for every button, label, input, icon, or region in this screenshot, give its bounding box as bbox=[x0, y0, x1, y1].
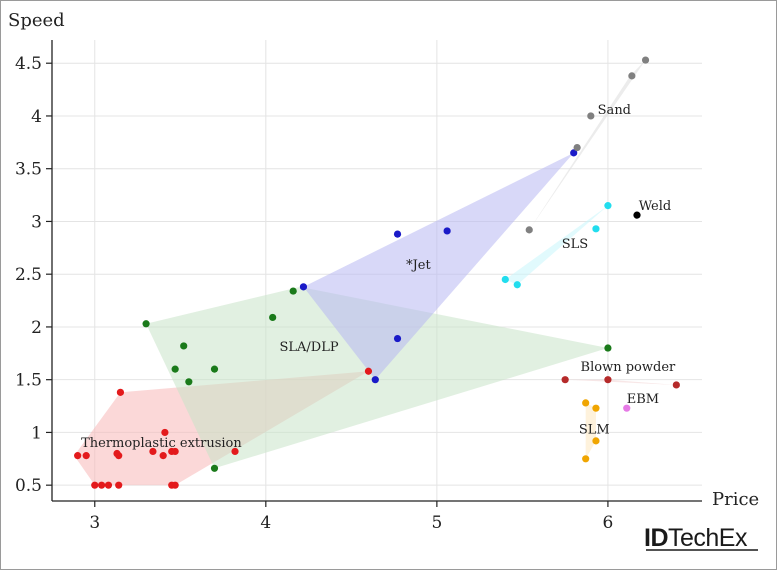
jet-point bbox=[393, 230, 402, 238]
sls-region bbox=[505, 205, 608, 285]
blown-powder-region bbox=[565, 379, 677, 385]
slm-label: SLM bbox=[579, 422, 610, 437]
jet-point bbox=[443, 227, 451, 235]
region-labels: Thermoplastic extrusion SLA/DLP *Jet Sand SL… bbox=[81, 103, 676, 451]
sand-point bbox=[628, 72, 636, 80]
blown-powder-point bbox=[561, 376, 569, 384]
logo-suffix: TechEx bbox=[668, 524, 748, 552]
y-tick-label: 3.5 bbox=[15, 160, 42, 180]
sls-point bbox=[592, 225, 600, 233]
y-tick-label: 2.5 bbox=[15, 265, 42, 285]
x-axis-label: Price bbox=[712, 489, 759, 510]
sand-label: Sand bbox=[598, 103, 631, 118]
sla-dlp-point bbox=[185, 378, 193, 386]
thermoplastic-extrusion-point bbox=[149, 447, 157, 456]
data-points bbox=[74, 56, 680, 489]
y-tick-label: 4.5 bbox=[15, 54, 42, 74]
slm-point bbox=[592, 404, 600, 412]
slm-point bbox=[582, 455, 590, 463]
sla-dlp-point bbox=[180, 342, 188, 350]
thermoplastic-extrusion-point bbox=[171, 481, 179, 489]
thermoplastic-extrusion-point bbox=[364, 367, 373, 375]
slm-region bbox=[585, 402, 596, 459]
jet-point bbox=[570, 149, 578, 157]
thermoplastic-extrusion-point bbox=[98, 481, 106, 489]
thermoplastic-extrusion-point bbox=[159, 452, 167, 460]
blown-powder-label: Blown powder bbox=[581, 360, 676, 375]
idtechex-logo: IDTechEx bbox=[644, 524, 758, 552]
sla-dlp-point bbox=[289, 287, 297, 295]
jet-label: *Jet bbox=[406, 258, 431, 273]
tick-marks: 3 4 5 6 0.5 1 1.5 2 2.5 3 3.5 4 4.5 bbox=[15, 54, 613, 533]
y-tick-label: 0.5 bbox=[15, 476, 42, 496]
slm-point bbox=[592, 437, 600, 445]
sls-point bbox=[604, 202, 612, 210]
thermoplastic-extrusion-point bbox=[231, 447, 239, 456]
x-tick-label: 3 bbox=[89, 513, 100, 533]
axes bbox=[51, 40, 702, 502]
sand-point bbox=[525, 226, 533, 234]
y-tick-label: 4 bbox=[31, 107, 42, 127]
sand-region bbox=[529, 60, 646, 230]
y-tick-label: 1 bbox=[31, 423, 42, 443]
jet-point bbox=[393, 334, 402, 343]
jet-point bbox=[299, 283, 308, 291]
jet-point bbox=[371, 376, 379, 384]
thermoplastic-extrusion-label: Thermoplastic extrusion bbox=[81, 436, 242, 451]
y-tick-label: 1.5 bbox=[15, 371, 42, 391]
sla-dlp-label: SLA/DLP bbox=[280, 340, 339, 355]
ebm-point bbox=[623, 404, 631, 412]
x-tick-label: 5 bbox=[431, 513, 442, 533]
sla-dlp-point bbox=[142, 320, 150, 328]
sand-point bbox=[587, 112, 595, 120]
logo-prefix: ID bbox=[644, 524, 668, 552]
sls-point bbox=[501, 275, 509, 284]
thermoplastic-extrusion-point bbox=[115, 452, 123, 460]
blown-powder-point bbox=[604, 376, 612, 384]
slm-point bbox=[582, 399, 590, 407]
y-tick-label: 2 bbox=[31, 318, 42, 338]
blown-powder-point bbox=[672, 381, 680, 389]
sla-dlp-point bbox=[269, 313, 277, 322]
sla-dlp-point bbox=[210, 464, 219, 472]
thermoplastic-extrusion-point bbox=[171, 447, 179, 456]
y-axis-label: Speed bbox=[8, 10, 65, 31]
sls-label: SLS bbox=[562, 237, 588, 252]
y-tick-label: 3 bbox=[31, 212, 42, 232]
thermoplastic-extrusion-point bbox=[82, 452, 90, 460]
thermoplastic-extrusion-point bbox=[161, 428, 169, 437]
jet-region bbox=[303, 152, 574, 380]
thermoplastic-extrusion-point bbox=[116, 388, 125, 396]
category-regions bbox=[74, 60, 677, 486]
sand-point bbox=[641, 56, 650, 64]
sla-dlp-point bbox=[604, 344, 612, 352]
weld-label: Weld bbox=[639, 199, 671, 214]
thermoplastic-extrusion-point bbox=[91, 481, 99, 489]
x-tick-label: 4 bbox=[260, 513, 271, 533]
thermoplastic-extrusion-point bbox=[74, 452, 82, 460]
x-tick-label: 6 bbox=[603, 513, 614, 533]
svg-text:IDTechEx: IDTechEx bbox=[644, 524, 748, 552]
thermoplastic-extrusion-point bbox=[104, 481, 113, 489]
sand-point bbox=[573, 144, 581, 152]
sla-dlp-point bbox=[210, 365, 219, 373]
sla-dlp-point bbox=[171, 365, 179, 373]
ebm-label: EBM bbox=[627, 392, 659, 407]
thermoplastic-extrusion-point bbox=[115, 481, 123, 489]
weld-point bbox=[633, 211, 641, 219]
sls-point bbox=[513, 281, 521, 289]
